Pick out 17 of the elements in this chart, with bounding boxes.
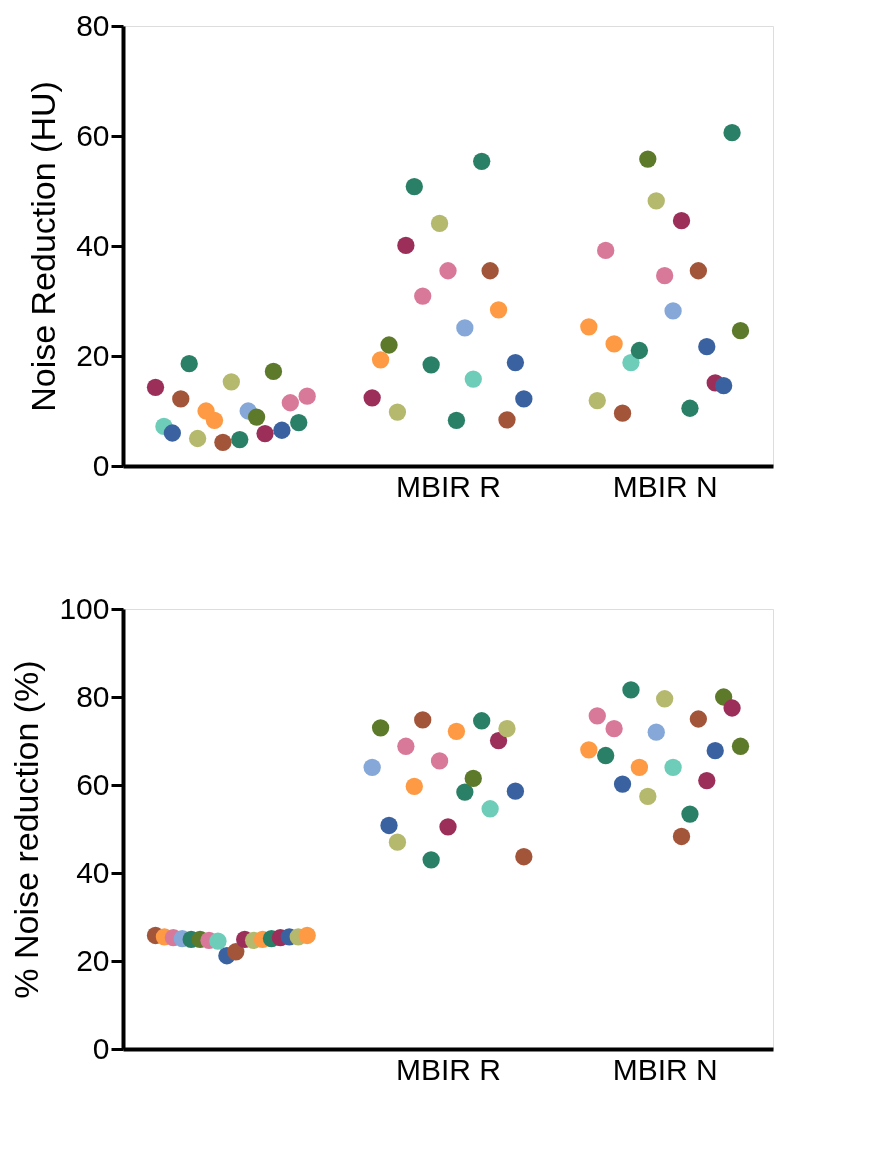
x-tick-label: MBIR R [396, 469, 501, 503]
y-tick-label: 60 [76, 118, 110, 152]
y-tick-label: 80 [76, 679, 110, 713]
x-tick-label: MBIR N [612, 1052, 718, 1086]
y-axis-title: % Noise reduction (%) [7, 660, 46, 999]
y-tick-label: 100 [59, 591, 110, 625]
y-tick-label: 60 [76, 767, 110, 801]
y-tick-label: 40 [76, 228, 110, 262]
y-tick-label: 0 [92, 448, 110, 482]
y-tick-label: 20 [76, 943, 110, 977]
y-tick-label: 0 [92, 1031, 110, 1065]
y-tick-label: 40 [76, 855, 110, 889]
y-tick-label: 80 [76, 8, 110, 42]
x-tick-label: MBIR N [612, 469, 718, 503]
y-axis-title: Noise Reduction (HU) [24, 81, 63, 412]
x-tick-label: MBIR R [396, 1052, 501, 1086]
y-tick-label: 20 [76, 338, 110, 372]
